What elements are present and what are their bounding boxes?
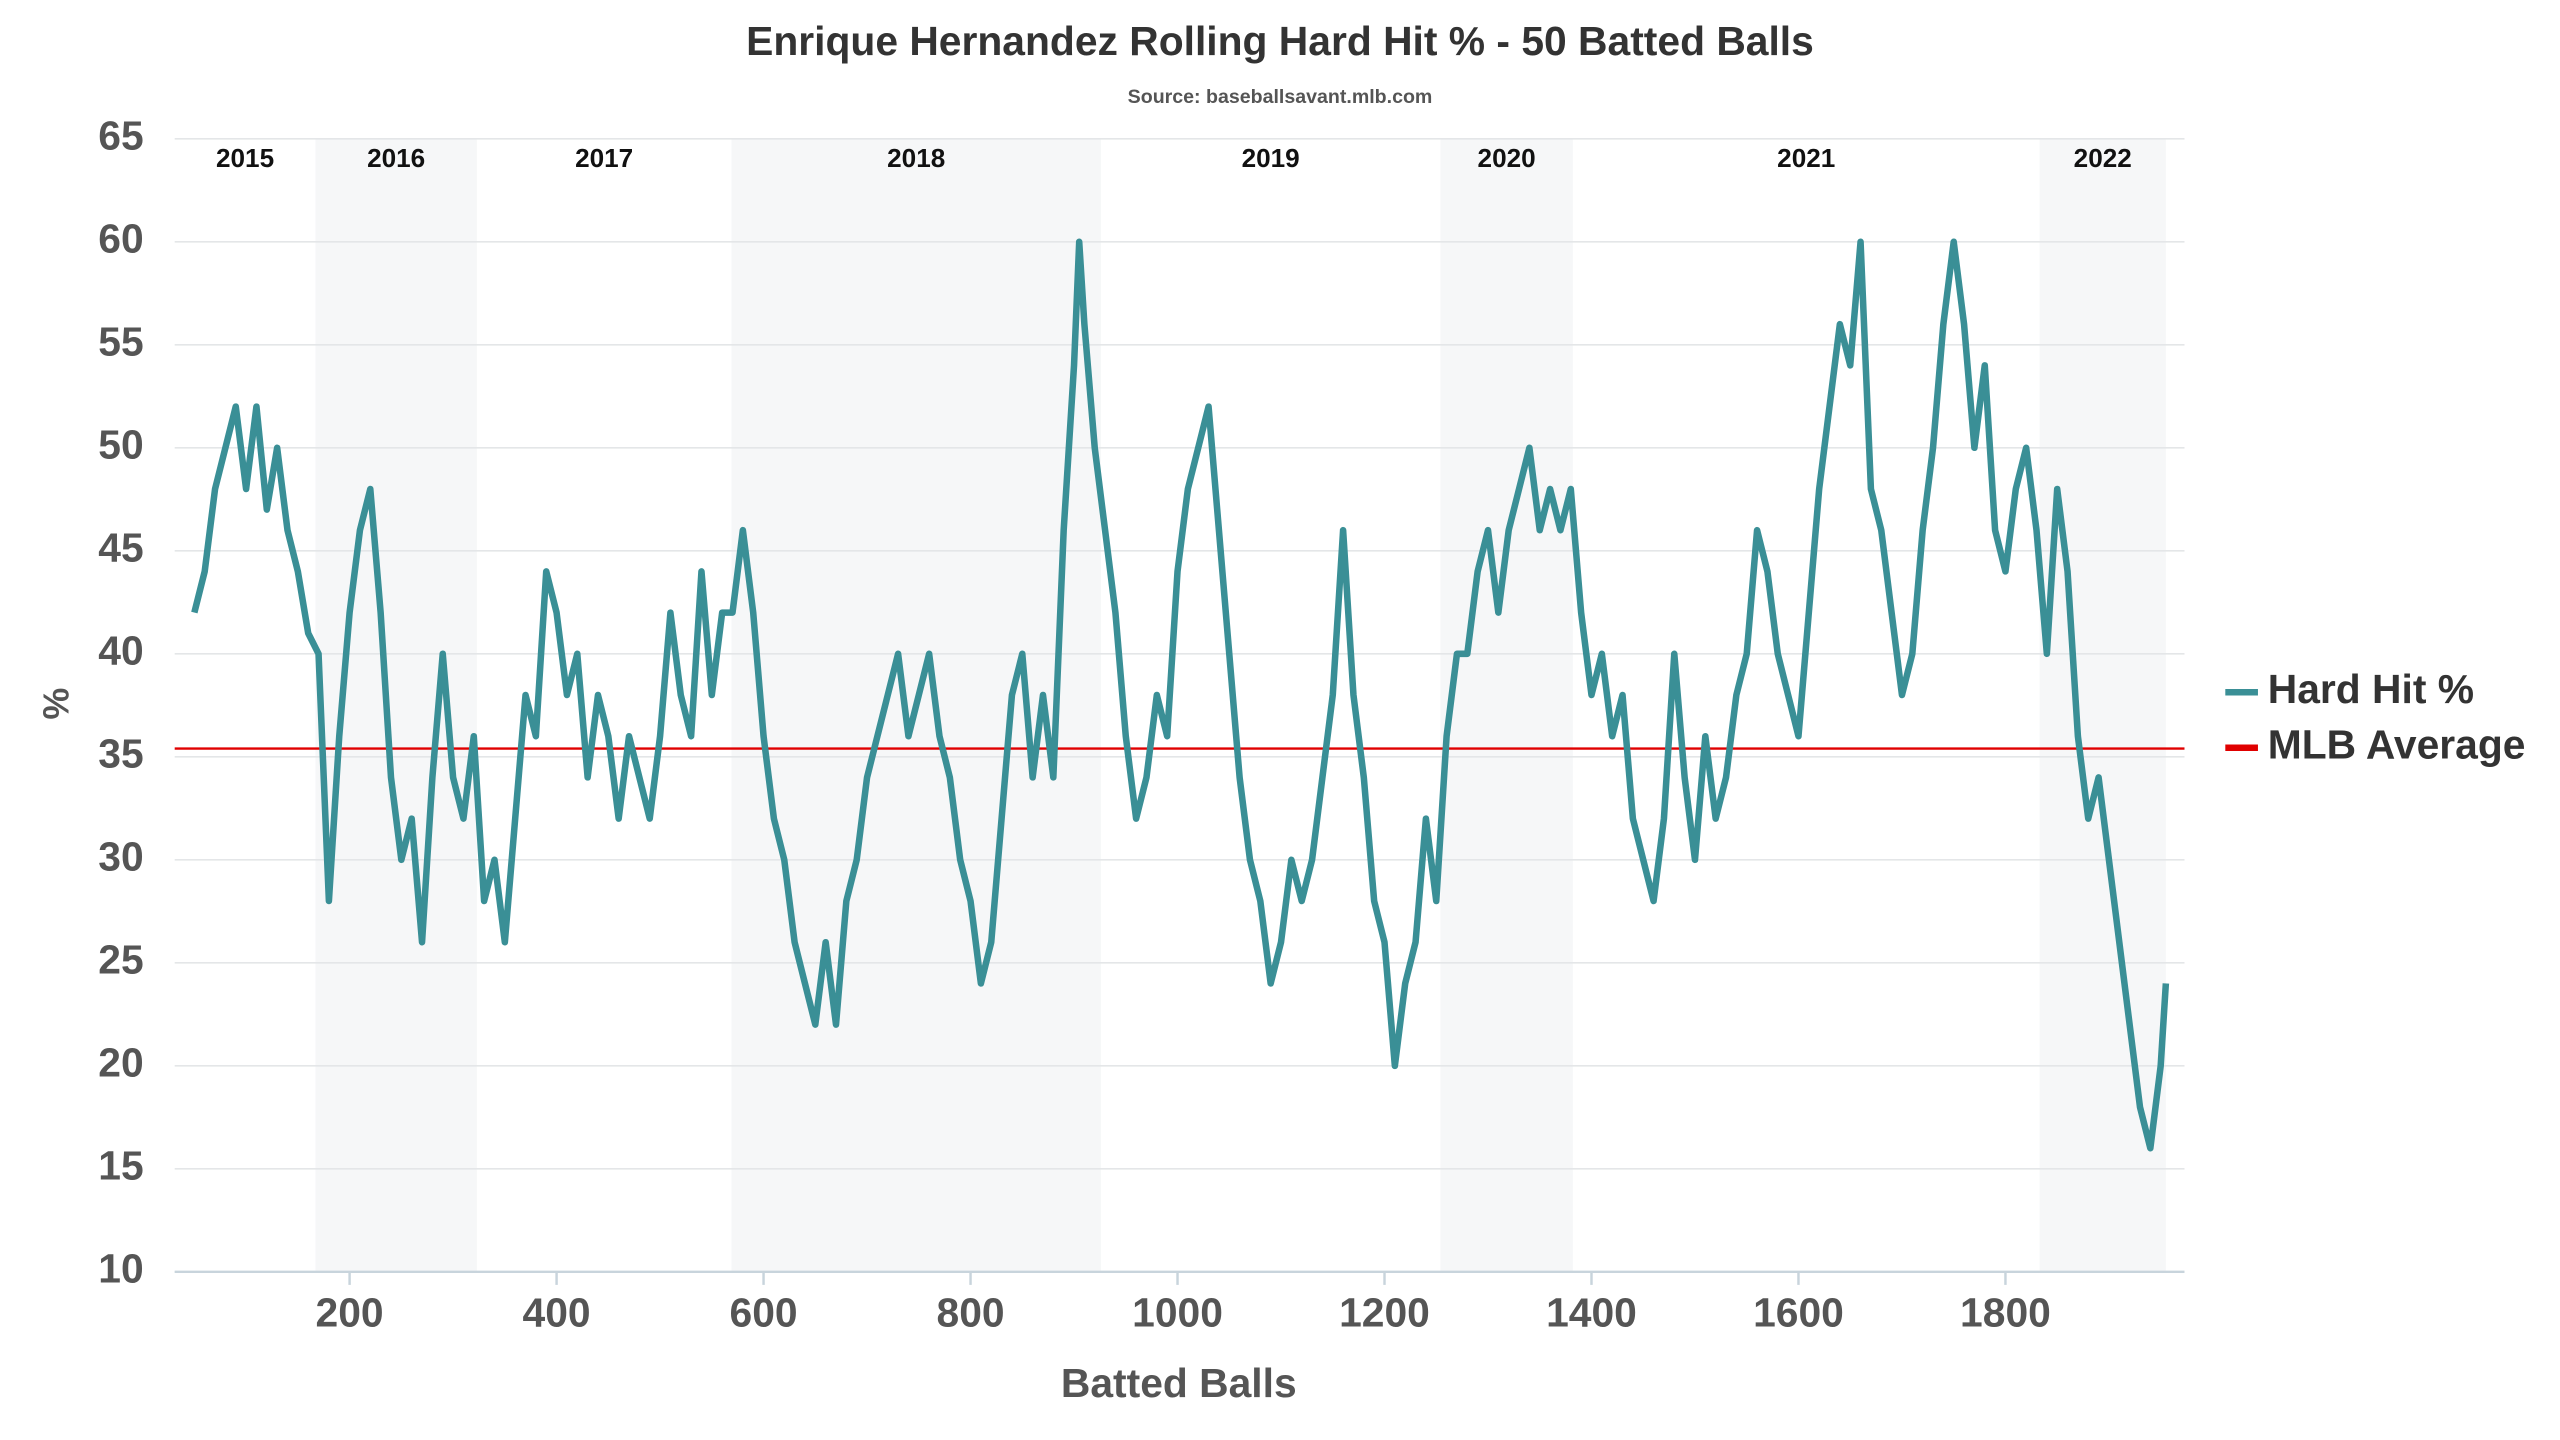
season-band [1440, 138, 1573, 1272]
legend-label: Hard Hit % [2268, 666, 2474, 712]
y-tick-label: 35 [98, 731, 143, 777]
x-axis-label: Batted Balls [1061, 1360, 1297, 1406]
x-tick-label: 1400 [1546, 1290, 1637, 1336]
x-tick-label: 1000 [1132, 1290, 1223, 1336]
x-tick-label: 800 [937, 1290, 1005, 1336]
x-tick-label: 200 [316, 1290, 384, 1336]
season-label: 2016 [367, 143, 425, 173]
y-tick-label: 40 [98, 628, 143, 674]
y-tick-label: 60 [98, 216, 143, 262]
y-tick-label: 10 [98, 1246, 143, 1292]
x-tick-label: 1200 [1339, 1290, 1430, 1336]
x-tick-label: 1800 [1960, 1290, 2051, 1336]
data-line [191, 238, 2170, 1152]
y-tick-label: 15 [98, 1143, 143, 1189]
y-tick-label: 65 [98, 113, 143, 159]
y-axis-label: % [35, 688, 76, 720]
chart-subtitle: Source: baseballsavant.mlb.com [1128, 86, 1433, 108]
season-band [2039, 138, 2166, 1272]
season-label: 2020 [1478, 143, 1536, 173]
x-tick-label: 1600 [1753, 1290, 1844, 1336]
y-tick-label: 30 [98, 834, 143, 880]
season-label: 2019 [1242, 143, 1300, 173]
season-label: 2017 [575, 143, 633, 173]
season-label: 2022 [2074, 143, 2132, 173]
y-tick-label: 55 [98, 319, 143, 365]
y-tick-label: 45 [98, 525, 143, 571]
season-label: 2021 [1777, 143, 1835, 173]
x-tick-label: 600 [730, 1290, 798, 1336]
season-label: 2015 [216, 143, 274, 173]
season-label: 2018 [887, 143, 945, 173]
chart-title: Enrique Hernandez Rolling Hard Hit % - 5… [746, 18, 1814, 64]
y-tick-label: 20 [98, 1040, 143, 1086]
y-tick-label: 50 [98, 422, 143, 468]
legend-label: MLB Average [2268, 722, 2526, 768]
x-tick-label: 400 [523, 1290, 591, 1336]
y-tick-label: 25 [98, 937, 143, 983]
